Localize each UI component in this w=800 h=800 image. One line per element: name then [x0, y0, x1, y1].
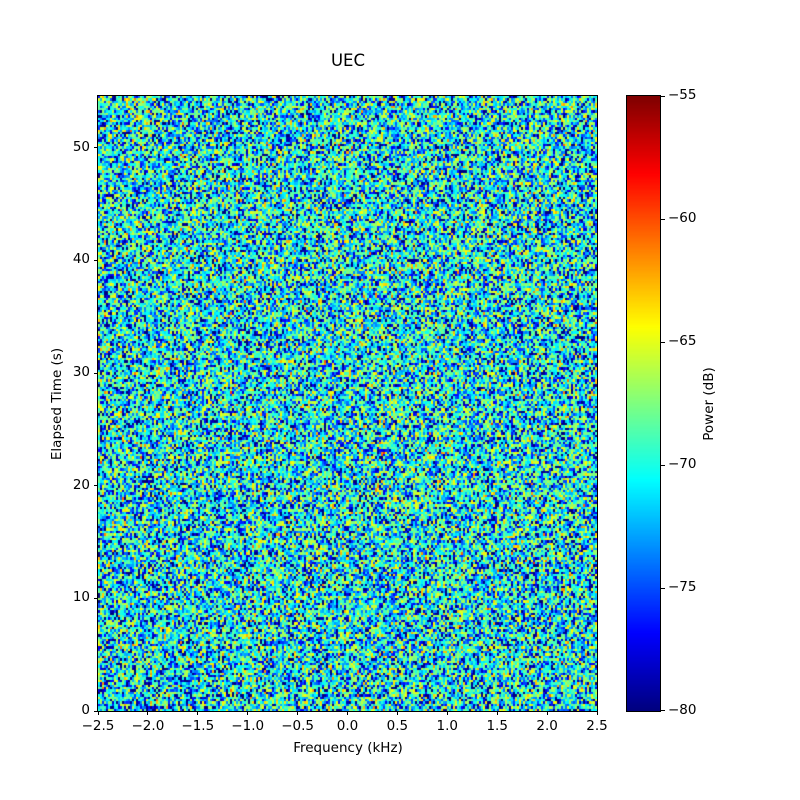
x-tick-label: 2.5 — [586, 718, 608, 734]
y-tick-label: 30 — [72, 364, 90, 381]
colorbar-tick-label: −60 — [668, 210, 697, 226]
x-tick-label: 0.0 — [336, 718, 359, 734]
colorbar-tick-mark — [661, 95, 665, 97]
x-tick-label: 2.0 — [536, 718, 558, 734]
x-tick-label: −2.5 — [81, 718, 115, 734]
x-tick-mark — [496, 711, 498, 715]
colorbar-tick-mark — [661, 464, 665, 466]
x-tick-mark — [97, 711, 99, 715]
x-tick-label: 1.0 — [436, 718, 459, 734]
x-tick-label: −0.5 — [281, 718, 314, 734]
colorbar-tick-label: −55 — [668, 87, 697, 103]
colorbar-tick-label: −75 — [668, 579, 697, 595]
x-tick-label: 0.5 — [386, 718, 409, 734]
x-tick-mark — [147, 711, 149, 715]
x-tick-mark — [396, 711, 398, 715]
y-tick-mark — [94, 710, 98, 712]
spectrogram-heatmap — [98, 96, 597, 711]
x-axis-label: Frequency (kHz) — [293, 740, 403, 756]
colorbar-tick-label: −65 — [668, 333, 697, 349]
x-tick-mark — [247, 711, 249, 715]
x-tick-label: −1.0 — [231, 718, 265, 734]
y-tick-label: 50 — [72, 138, 90, 155]
colorbar-tick-label: −70 — [668, 456, 697, 472]
y-tick-mark — [94, 372, 98, 374]
figure-title: UEC — [330, 51, 366, 70]
y-tick-label: 10 — [72, 589, 90, 606]
colorbar — [626, 95, 661, 712]
x-tick-label: 1.5 — [486, 718, 508, 734]
y-tick-label: 0 — [81, 702, 90, 718]
plot-area — [97, 95, 598, 712]
x-tick-mark — [297, 711, 299, 715]
y-tick-mark — [94, 597, 98, 599]
colorbar-tick-mark — [661, 709, 665, 711]
x-tick-label: −1.5 — [181, 718, 215, 734]
x-tick-mark — [446, 711, 448, 715]
y-tick-mark — [94, 259, 98, 261]
y-tick-mark — [94, 485, 98, 487]
colorbar-tick-mark — [661, 587, 665, 589]
colorbar-label: Power (dB) — [701, 367, 717, 441]
x-tick-mark — [546, 711, 548, 715]
y-tick-label: 40 — [72, 251, 90, 268]
colorbar-tick-mark — [661, 218, 665, 220]
colorbar-tick-mark — [661, 341, 665, 343]
x-tick-label: −2.0 — [131, 718, 165, 734]
x-tick-mark — [197, 711, 199, 715]
x-tick-mark — [596, 711, 598, 715]
x-tick-mark — [347, 711, 348, 715]
y-tick-mark — [94, 147, 98, 149]
colorbar-tick-label: −80 — [668, 702, 697, 718]
y-axis-label: Elapsed Time (s) — [49, 347, 65, 461]
y-tick-label: 20 — [72, 476, 90, 493]
colorbar-gradient — [627, 96, 660, 711]
